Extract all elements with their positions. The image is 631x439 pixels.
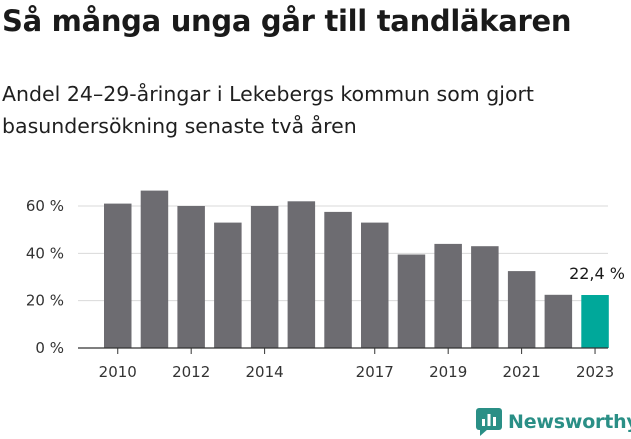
bar [434, 243, 462, 348]
x-tick-label: 2023 [576, 363, 614, 381]
bar [140, 190, 169, 348]
bar [397, 254, 426, 348]
bar [471, 246, 499, 348]
newsworthy-logo: Newsworthy [476, 408, 631, 436]
bar [104, 203, 132, 348]
brand-name: Newsworthy [508, 411, 631, 433]
bar [544, 294, 573, 349]
x-tick-label: 2017 [356, 363, 394, 381]
bar [507, 271, 536, 348]
bar [324, 211, 352, 348]
x-tick-label: 2014 [246, 363, 284, 381]
chart-title: Så många unga går till tandläkaren [2, 4, 572, 38]
y-tick-label: 60 % [26, 197, 64, 215]
y-tick-label: 20 % [26, 292, 64, 310]
x-tick-label: 2010 [99, 363, 137, 381]
bar [214, 222, 242, 348]
x-tick-label: 2021 [503, 363, 541, 381]
x-tick-label: 2019 [429, 363, 467, 381]
bar-highlighted [581, 295, 609, 348]
chart-subtitle: Andel 24–29-åringar i Lekebergs kommun s… [2, 82, 534, 138]
data-label: 22,4 % [569, 264, 625, 283]
bar [250, 206, 279, 348]
bar-chart-speech-icon [476, 408, 502, 436]
bar [361, 222, 389, 348]
bar [177, 206, 205, 348]
bar [287, 201, 316, 348]
y-tick-label: 40 % [26, 244, 64, 262]
y-tick-label: 0 % [35, 339, 64, 357]
x-tick-label: 2012 [172, 363, 210, 381]
